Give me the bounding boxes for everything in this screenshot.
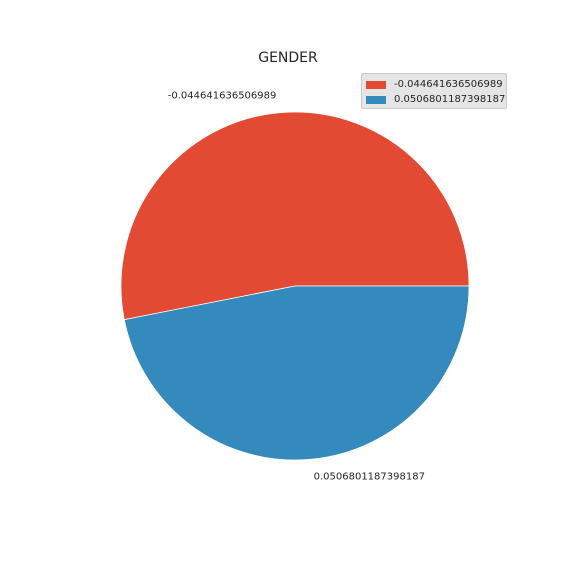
chart-legend: -0.044641636506989 0.0506801187398187 [361,73,507,109]
legend-item: 0.0506801187398187 [366,92,506,107]
slice-label: 0.0506801187398187 [314,471,425,482]
pie-slice [123,285,470,461]
slice-label: -0.044641636506989 [168,91,277,102]
pie-slice [120,111,470,321]
legend-label: 0.0506801187398187 [394,94,506,105]
legend-label: -0.044641636506989 [394,79,503,90]
legend-item: -0.044641636506989 [366,77,506,92]
chart-title: GENDER [258,50,318,66]
legend-swatch [366,95,386,104]
legend-swatch [366,80,386,89]
